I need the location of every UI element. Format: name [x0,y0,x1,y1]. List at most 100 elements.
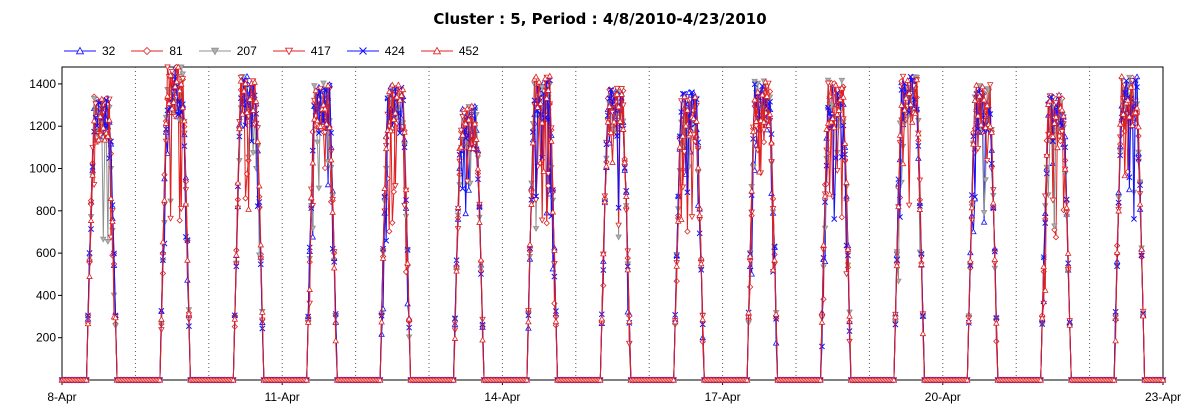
data-point [989,199,997,206]
data-point [525,318,532,325]
data-point [1042,220,1049,226]
data-point [826,190,833,197]
data-point [545,182,552,189]
data-point [1057,120,1064,126]
data-point [596,376,604,383]
data-point [673,262,681,269]
data-point [908,118,916,125]
data-point [982,177,989,184]
data-point [745,309,752,316]
data-point [818,318,826,325]
data-point [249,150,257,157]
data-point [324,181,332,188]
data-point [1127,83,1135,90]
data-point [1052,100,1060,107]
data-point [107,195,115,201]
data-point [1049,138,1056,145]
data-point [615,103,622,110]
data-point [768,139,775,146]
y-tick-label: 1200 [29,119,56,133]
data-point [748,187,755,194]
data-point [988,128,996,135]
data-point [911,110,919,117]
data-point [841,139,849,146]
data-point [607,129,615,135]
data-point [609,158,616,165]
data-point [551,273,558,280]
data-point [618,86,625,93]
data-point [315,185,323,192]
data-point [824,77,832,84]
data-point [243,108,251,115]
data-point [176,87,184,94]
data-point [177,80,185,87]
data-point [832,154,839,161]
data-point [249,106,257,113]
data-point [844,245,852,252]
data-point [766,110,774,117]
data-point [986,123,994,130]
legend-swatch [272,47,305,56]
data-point [772,310,780,317]
data-point [618,90,625,97]
data-point [94,122,101,129]
legend-swatch [64,46,96,55]
data-point [532,73,540,80]
data-point [970,140,977,147]
data-point [1133,104,1141,111]
data-point [111,250,117,257]
data-point [693,117,700,124]
data-point [691,93,699,100]
data-point [477,256,485,263]
legend-marker [75,46,85,55]
legend-marker [210,47,219,56]
data-point [537,100,544,106]
data-point [614,133,621,139]
data-point [1136,200,1144,207]
data-point [1126,74,1133,81]
data-point [470,144,477,151]
data-point [1159,376,1167,383]
data-point [535,78,543,85]
data-point [174,63,182,70]
data-point [168,105,176,112]
data-point [84,320,92,327]
data-point [838,84,846,91]
data-point [1061,165,1069,172]
legend-label: 207 [236,44,257,58]
data-point [161,196,168,203]
data-point [902,94,910,101]
data-point [326,124,333,130]
x-tick-label: 23-Apr [1145,390,1181,404]
data-point [457,143,465,150]
data-point [684,106,691,113]
data-point [309,233,317,240]
chart-title: Cluster : 5, Period : 4/8/2010-4/23/2010 [433,10,767,28]
data-point [543,94,551,101]
data-point [913,76,921,83]
data-point [383,237,390,244]
data-point [965,317,973,324]
data-point [390,188,397,195]
legend-item-81: 81 [129,44,183,58]
data-point [236,125,243,132]
data-point [986,82,994,89]
data-point [907,73,914,80]
legend-label: 417 [310,44,331,58]
legend-marker [143,46,152,56]
data-point [459,131,466,138]
data-point [1051,223,1058,230]
data-point [760,127,768,134]
data-point [528,200,535,207]
data-point [311,115,318,122]
legend-marker [284,47,293,56]
data-point [83,376,90,383]
data-point [598,315,606,322]
data-point [523,376,531,383]
data-point [392,109,399,116]
data-point [769,266,777,273]
legend-marker [358,47,367,55]
data-point [168,68,176,75]
data-point [462,120,469,127]
data-point [1043,151,1051,158]
